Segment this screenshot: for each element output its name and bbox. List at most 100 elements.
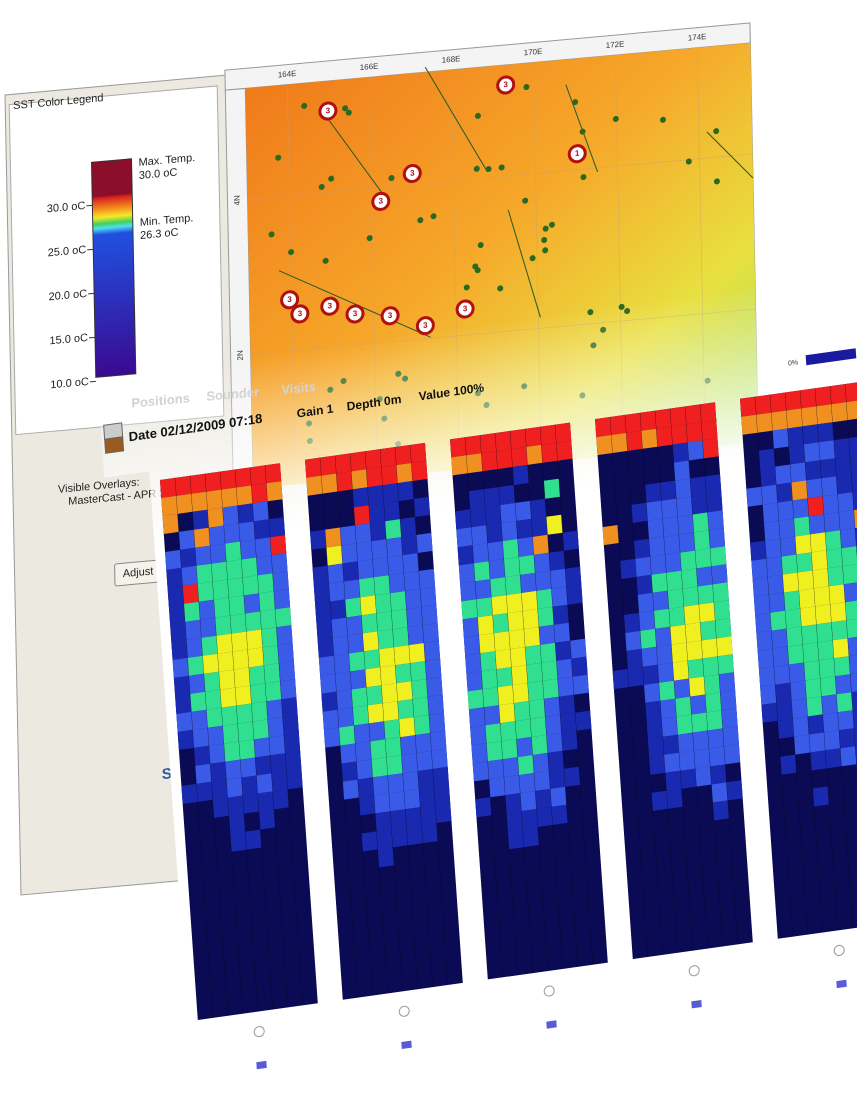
cell: [751, 558, 768, 579]
cell: [193, 527, 211, 548]
cell: [461, 599, 478, 620]
cell: [611, 432, 628, 453]
cell: [505, 793, 522, 814]
cell: [380, 447, 397, 468]
cell: [516, 736, 533, 758]
cell: [400, 516, 417, 538]
track: [325, 115, 389, 202]
cell: [687, 440, 704, 461]
track-dot: [659, 116, 666, 123]
ping-marker: [398, 1005, 410, 1017]
cell: [356, 541, 373, 562]
cell: [383, 501, 401, 522]
cell: [253, 519, 271, 540]
cell: [522, 608, 539, 629]
cell: [485, 723, 502, 744]
track-dot: [288, 249, 295, 256]
cell: [251, 483, 268, 504]
cell: [365, 667, 382, 688]
cell: [420, 804, 437, 826]
cell: [385, 519, 402, 540]
cell: [808, 732, 826, 753]
cell: [482, 687, 499, 708]
cell: [695, 548, 712, 569]
cell: [676, 714, 693, 735]
cell: [538, 624, 556, 645]
cell: [760, 466, 777, 487]
cell: [702, 656, 719, 677]
cell: [238, 739, 256, 760]
ping-marker: [833, 944, 845, 956]
cell: [355, 741, 372, 762]
cell: [667, 588, 684, 609]
cell: [466, 671, 483, 692]
cell: [825, 530, 842, 551]
cell-divider: [264, 465, 304, 1006]
cell: [418, 786, 436, 808]
cell: [612, 668, 629, 690]
cell: [196, 781, 213, 802]
cell: [523, 626, 541, 647]
cell: [351, 469, 368, 490]
cell: [546, 514, 563, 535]
cell: [780, 536, 797, 557]
cell: [475, 797, 492, 818]
button-label[interactable]: Adjust C: [123, 564, 165, 580]
cell: [662, 516, 679, 537]
cell: [208, 743, 226, 764]
map-x-label: 172E: [606, 39, 625, 50]
cell: [491, 595, 508, 616]
track: [565, 84, 599, 173]
cell: [390, 809, 407, 830]
cell: [227, 577, 244, 598]
map-marker: [345, 304, 365, 324]
track-dot: [523, 84, 530, 91]
cell: [411, 678, 428, 700]
cell-divider: [334, 455, 374, 996]
cell: [746, 486, 763, 507]
cell: [812, 786, 829, 807]
cell: [373, 793, 391, 814]
cell: [791, 698, 808, 719]
cell: [847, 636, 857, 657]
cell: [648, 754, 666, 775]
cell: [337, 707, 354, 728]
cell: [323, 727, 341, 748]
cell: [471, 743, 488, 764]
cell: [425, 658, 442, 679]
legend-tick: [86, 204, 93, 207]
cell: [726, 780, 743, 801]
cell: [810, 750, 827, 771]
map-marker: [318, 101, 338, 121]
cell: [802, 424, 819, 445]
cell: [690, 476, 707, 497]
cell: [641, 646, 658, 667]
cell: [833, 438, 851, 459]
cell: [473, 561, 491, 582]
cell: [840, 746, 857, 767]
cell: [678, 750, 696, 771]
cell: [185, 619, 202, 640]
cell: [711, 564, 728, 585]
cell: [786, 408, 803, 429]
cell: [695, 766, 712, 787]
cell: [365, 449, 382, 470]
cell: [830, 384, 847, 405]
cell: [645, 482, 662, 503]
cell: [367, 703, 384, 724]
cell: [405, 588, 422, 610]
cell: [338, 725, 356, 746]
cell: [510, 428, 527, 449]
cell: [775, 682, 792, 703]
cell: [663, 534, 681, 555]
cell: [810, 532, 827, 553]
cell: [610, 414, 627, 435]
cell: [246, 629, 263, 650]
map-x-label: 166E: [360, 62, 379, 73]
cell: [421, 822, 438, 844]
cell: [181, 565, 198, 586]
ping-square: [691, 999, 702, 1009]
cell: [561, 730, 578, 751]
cell: [776, 482, 793, 503]
cell: [242, 575, 259, 596]
